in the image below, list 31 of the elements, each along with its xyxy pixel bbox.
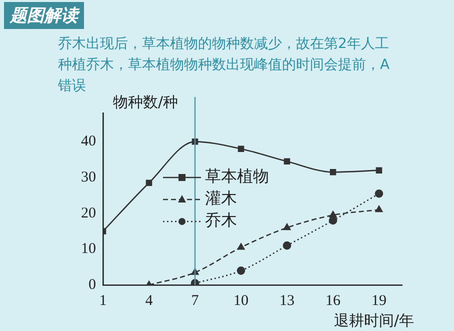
x-tick-label: 13	[280, 292, 294, 309]
chart-subtitle: 乔木出现后，草本植物的物种数减少，故在第2年人工种植乔木，草本植物物种数出现峰值的时间会提前，A错误	[58, 36, 390, 94]
x-axis-title: 退耕时间/年	[334, 311, 414, 330]
chart-title: 题图解读	[4, 2, 84, 29]
x-tick-label: 10	[234, 292, 248, 309]
y-tick-label: 20	[81, 205, 96, 222]
legend-label: 乔木	[205, 210, 237, 230]
point	[374, 189, 384, 198]
legend-label: 草本植物	[205, 166, 269, 186]
x-tick-label: 1	[99, 292, 107, 309]
point	[329, 210, 337, 218]
point	[238, 146, 244, 152]
point	[282, 241, 292, 250]
x-tick-label: 16	[326, 292, 341, 309]
legend-label: 灌木	[205, 188, 237, 208]
point	[330, 169, 336, 176]
x-tick-label: 4	[145, 292, 154, 309]
y-axis-title: 物种数/种	[113, 92, 178, 111]
x-tick-label: 19	[372, 292, 386, 309]
y-tick-label: 10	[81, 241, 96, 258]
point	[283, 224, 291, 230]
y-tick-label: 0	[88, 276, 96, 293]
point	[237, 243, 245, 250]
point	[236, 266, 246, 275]
y-tick-label: 40	[81, 134, 96, 150]
point	[146, 180, 152, 186]
point	[376, 167, 382, 174]
point	[375, 206, 383, 212]
x-tick-label: 7	[191, 292, 200, 309]
y-tick-label: 30	[81, 169, 96, 186]
point	[284, 158, 290, 164]
